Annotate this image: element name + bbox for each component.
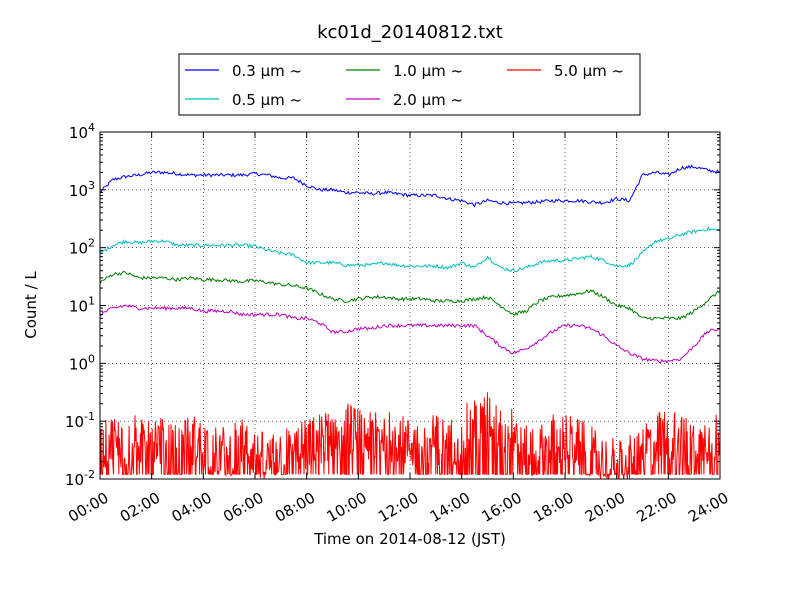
series-line (99, 270, 721, 321)
y-tick-label: 100 (69, 352, 95, 373)
y-tick-label: 101 (69, 295, 95, 316)
axis-ticks (99, 131, 721, 480)
legend-label: 2.0 μm ~ (393, 91, 463, 109)
legend: 0.3 μm ~ 0.5 μm ~ 1.0 μm ~ 2.0 μm ~ 5.0 μm ~ (178, 53, 641, 116)
y-axis-label: Count / L (22, 271, 40, 339)
chart-title: kc01d_20140812.txt (317, 22, 503, 43)
y-tick-label: 10-1 (65, 410, 95, 431)
y-tick-label: 104 (69, 121, 95, 142)
series-line (100, 164, 721, 208)
series-line (99, 304, 721, 364)
x-axis-label: Time on 2014-08-12 (JST) (313, 530, 506, 548)
legend-frame (178, 53, 641, 116)
y-tick-label: 10-2 (65, 468, 95, 489)
y-tick-labels: 10-2 10-1 100 101 102 103 104 (65, 121, 95, 489)
series-line (99, 226, 721, 273)
legend-label: 0.3 μm ~ (232, 62, 302, 80)
y-tick-label: 102 (69, 237, 95, 258)
y-tick-label: 103 (69, 179, 95, 200)
legend-label: 5.0 μm ~ (554, 62, 624, 80)
legend-label: 1.0 μm ~ (393, 62, 463, 80)
legend-label: 0.5 μm ~ (232, 91, 302, 109)
